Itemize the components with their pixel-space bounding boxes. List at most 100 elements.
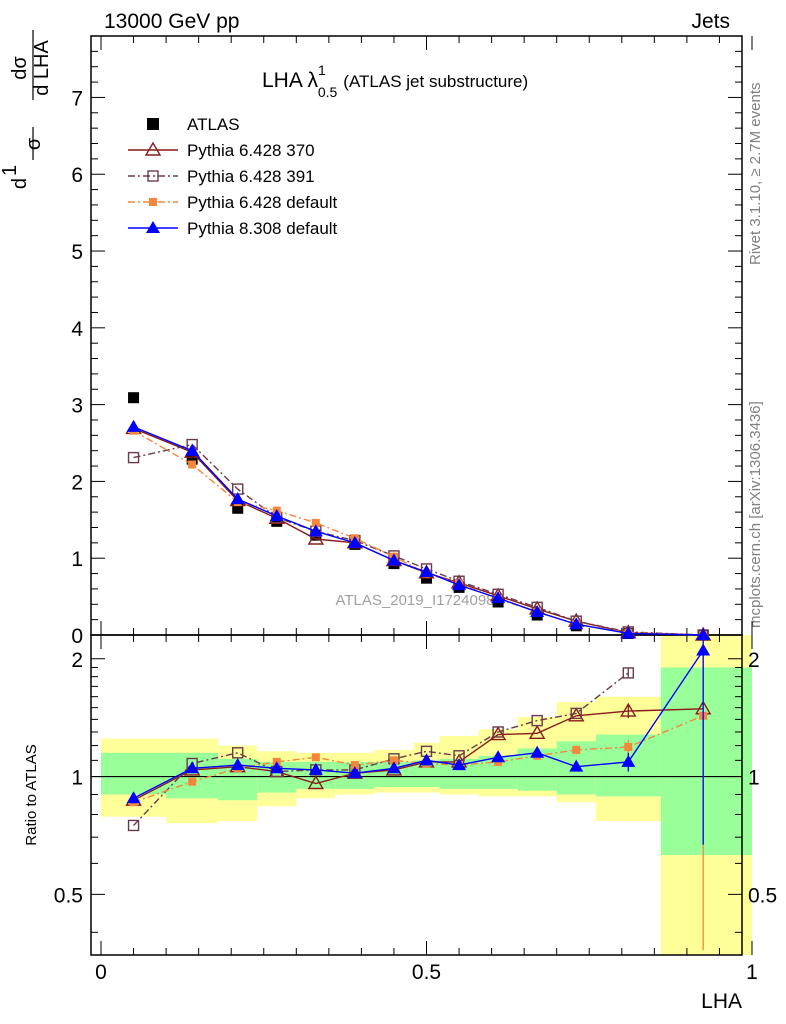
main-ytick-label: 1 (71, 548, 83, 571)
legend-marker-pythia-6-428-default (149, 198, 157, 206)
legend-label-atlas: ATLAS (187, 115, 240, 134)
main-point-pythia-8-308-default (569, 617, 584, 630)
ratio-ytick-label-left: 2 (71, 649, 83, 672)
header-left: 13000 GeV pp (104, 10, 239, 33)
legend-label-pythia-6-428-default: Pythia 6.428 default (187, 193, 338, 212)
ratio-series-group (125, 635, 712, 951)
ratio-point-pythia-6-428-370 (307, 775, 325, 790)
legend-label-pythia-6-428-391: Pythia 6.428 391 (187, 167, 315, 186)
ratio-point-pythia-8-308-default (386, 761, 401, 774)
ratio-point-pythia-6-428-391 (232, 747, 244, 759)
ratio-axes: 0.5 0.5 1 1 2 2 0 0.5 1 (54, 634, 777, 984)
main-title-sup: 1 (318, 62, 326, 78)
ratio-point-pythia-6-428-391 (622, 667, 635, 679)
main-line-pythia-8-308-default (133, 426, 704, 636)
side-label-rivet: Rivet 3.1.10, ≥ 2.7M events (747, 83, 764, 266)
ratio-point-pythia-8-308-default (269, 761, 284, 774)
main-point-pythia-8-308-default (530, 604, 545, 617)
ratio-ytick-label-right: 1 (748, 767, 760, 790)
ylabel-dlha: d LHA (31, 40, 53, 96)
main-point-pythia-8-308-default (126, 419, 141, 432)
ratio-point-pythia-8-308-default (530, 745, 545, 758)
main-point-atlas (128, 392, 140, 404)
ratio-point-pythia-8-308-default (126, 791, 141, 804)
ratio-line-pythia-6-428-391 (133, 672, 629, 826)
ratio-point-pythia-6-428-default (311, 753, 320, 762)
x-tick-label: 0.5 (412, 961, 441, 984)
main-title-sub: 0.5 (318, 84, 338, 100)
main-point-atlas (186, 453, 198, 465)
ratio-point-pythia-8-308-default (452, 758, 467, 771)
main-ytick-label: 0 (71, 625, 83, 648)
main-point-pythia-8-308-default (230, 492, 245, 505)
ratio-ytick-label-left: 1 (71, 767, 83, 790)
main-point-pythia-8-308-default (452, 578, 467, 591)
ratio-point-pythia-6-428-370 (528, 724, 546, 739)
main-point-atlas (232, 502, 244, 514)
side-label-mcplots: mcplots.cern.ch [arXiv:1306.3436] (747, 401, 764, 628)
ratio-point-pythia-6-428-370 (489, 726, 507, 741)
ratio-point-pythia-6-428-default (188, 777, 197, 786)
main-title: LHA λ1 0.5 (ATLAS jet substructure) (262, 62, 528, 100)
ratio-line-pythia-6-428-default (133, 715, 704, 803)
ratio-line-pythia-8-308-default (133, 650, 704, 799)
main-point-pythia-6-428-default (311, 518, 320, 527)
ratio-ytick-label-right: 0.5 (748, 884, 777, 907)
main-point-pythia-8-308-default (269, 508, 284, 521)
x-axis-label: LHA (701, 990, 742, 1013)
ratio-point-pythia-8-308-default (621, 754, 636, 767)
main-ytick-label: 2 (71, 471, 83, 494)
legend-marker-pythia-6-428-370 (144, 141, 162, 156)
main-point-pythia-8-308-default (491, 591, 506, 604)
analysis-watermark: ATLAS_2019_I1724098 (335, 592, 494, 609)
legend-label-pythia-6-428-370: Pythia 6.428 370 (187, 141, 315, 160)
ylabel-sigma: σ (23, 137, 45, 150)
main-ytick-label: 6 (71, 164, 83, 187)
ratio-point-pythia-6-428-391 (127, 819, 140, 832)
ratio-point-pythia-6-428-391 (570, 707, 582, 720)
ratio-point-pythia-8-308-default (308, 762, 323, 775)
main-ytick-label: 3 (71, 395, 83, 418)
ratio-point-pythia-8-308-default (696, 643, 711, 656)
legend-label-pythia-8-308-default: Pythia 8.308 default (187, 219, 338, 238)
ratio-point-pythia-8-308-default (347, 766, 362, 779)
ratio-point-pythia-8-308-default (185, 761, 200, 774)
main-ytick-label: 7 (71, 87, 83, 110)
legend-marker-pythia-6-428-391 (147, 170, 159, 182)
main-point-pythia-8-308-default (347, 535, 362, 548)
ratio-point-pythia-6-428-370 (620, 702, 637, 717)
main-ytick-label: 5 (71, 241, 83, 264)
band-green (660, 667, 752, 856)
ylabel-num: d1 (0, 165, 31, 189)
main-axes: 0 1 2 3 4 5 6 7 (71, 35, 753, 648)
ratio-point-pythia-6-428-391 (492, 726, 504, 738)
main-point-pythia-6-428-391 (127, 451, 140, 464)
main-point-pythia-8-308-default (696, 628, 711, 640)
ratio-point-pythia-6-428-default (389, 756, 398, 765)
ratio-ylabel: Ratio to ATLAS (23, 744, 40, 845)
ylabel-dsigma: dσ (9, 56, 31, 80)
ratio-point-pythia-8-308-default (491, 750, 506, 763)
ratio-point-pythia-8-308-default (230, 758, 245, 771)
main-line-pythia-6-428-391 (133, 443, 704, 636)
ratio-point-pythia-8-308-default (569, 759, 584, 772)
main-point-pythia-8-308-default (386, 553, 401, 566)
main-point-pythia-8-308-default (419, 565, 434, 578)
ratio-point-pythia-6-428-391 (531, 714, 543, 727)
main-point-pythia-6-428-370 (307, 530, 325, 545)
main-title-rest: (ATLAS jet substructure) (343, 72, 528, 91)
ratio-ytick-label-right: 2 (748, 649, 760, 672)
ratio-point-pythia-8-308-default (419, 753, 434, 766)
x-tick-label: 1 (746, 961, 758, 984)
main-point-pythia-6-428-default (188, 460, 197, 469)
ratio-uncertainty-bands (101, 635, 752, 955)
main-point-pythia-8-308-default (308, 524, 323, 537)
legend: ATLAS Pythia 6.428 370 Pythia 6.428 391 Pyt… (128, 115, 338, 238)
main-title-text: LHA λ (262, 69, 319, 92)
legend-marker-atlas (147, 118, 159, 130)
ratio-frame (90, 634, 743, 956)
main-point-pythia-8-308-default (185, 443, 200, 456)
ratio-ytick-label-left: 0.5 (54, 884, 83, 907)
ratio-point-pythia-6-428-default (572, 745, 581, 754)
